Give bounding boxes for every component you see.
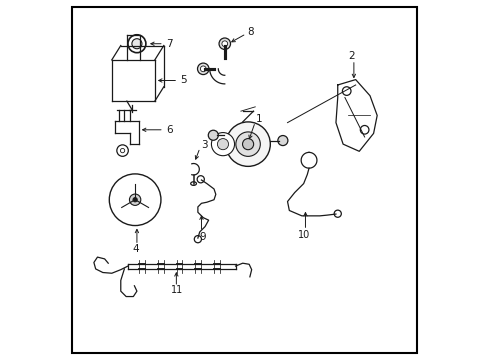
Text: 10: 10 (298, 230, 310, 239)
Text: 1: 1 (255, 114, 262, 124)
Circle shape (235, 132, 260, 156)
Circle shape (194, 235, 201, 243)
Text: 2: 2 (348, 51, 354, 61)
Circle shape (117, 145, 128, 156)
Circle shape (197, 176, 204, 183)
Circle shape (200, 66, 206, 72)
Circle shape (222, 41, 227, 46)
Circle shape (211, 132, 234, 156)
Text: 9: 9 (199, 232, 205, 242)
Circle shape (132, 39, 142, 49)
Circle shape (197, 63, 208, 75)
Ellipse shape (190, 182, 196, 185)
Text: 8: 8 (247, 27, 253, 37)
Circle shape (219, 38, 230, 49)
Text: 3: 3 (201, 140, 208, 150)
Circle shape (360, 126, 368, 134)
Circle shape (342, 87, 350, 95)
Text: 7: 7 (166, 39, 173, 49)
Circle shape (333, 210, 341, 217)
Circle shape (109, 174, 161, 226)
Circle shape (225, 122, 270, 166)
Text: 5: 5 (180, 76, 187, 85)
Circle shape (217, 139, 228, 150)
Text: 6: 6 (166, 125, 173, 135)
Circle shape (277, 135, 287, 145)
Circle shape (208, 130, 218, 140)
Circle shape (242, 139, 253, 150)
Circle shape (128, 35, 145, 53)
Circle shape (129, 194, 141, 206)
Circle shape (120, 148, 124, 153)
Text: 11: 11 (171, 285, 183, 296)
Circle shape (133, 198, 137, 202)
Text: 4: 4 (132, 244, 139, 254)
